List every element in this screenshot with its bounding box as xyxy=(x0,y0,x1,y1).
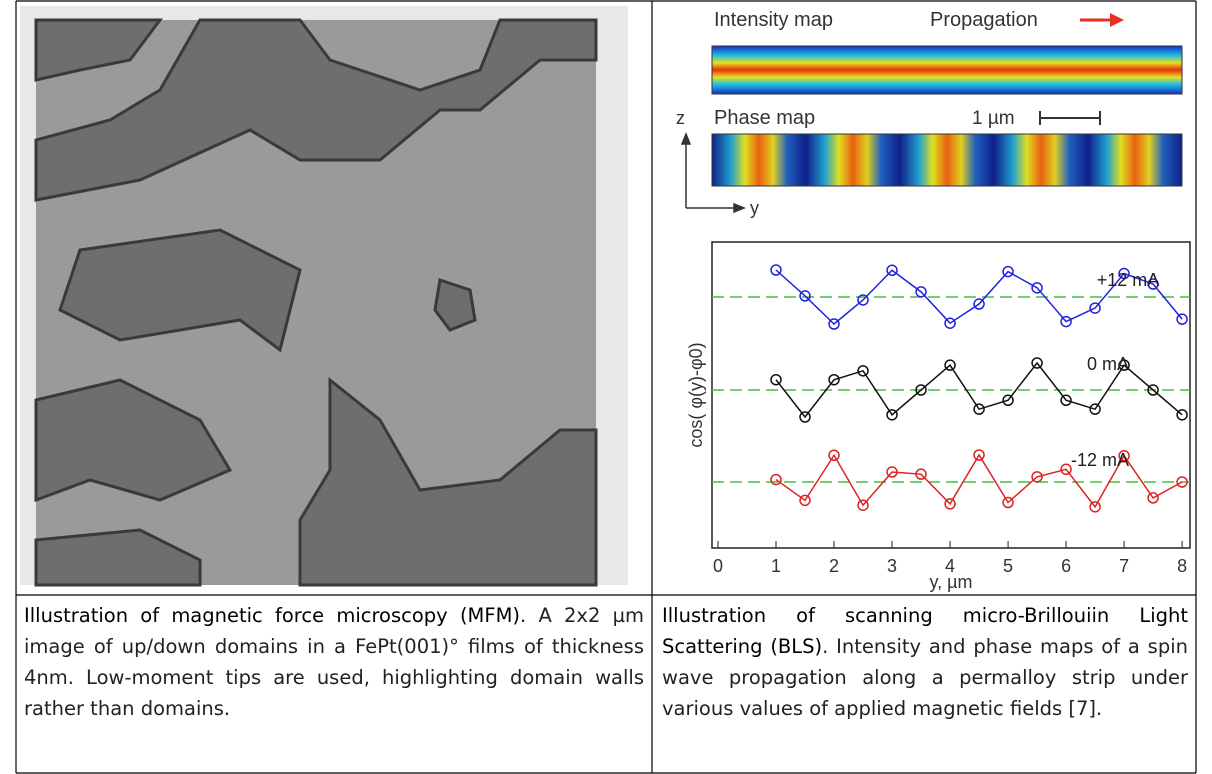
x-tick-label: 3 xyxy=(887,556,897,576)
mfm-image xyxy=(20,6,628,585)
x-tick-label: 4 xyxy=(945,556,955,576)
scale-label: 1 µm xyxy=(972,108,1015,129)
phase-label: Phase map xyxy=(714,107,815,129)
plot-ylabel: cos( φ(y)-φ0) xyxy=(686,342,706,447)
intensity-label: Intensity map xyxy=(714,9,833,31)
left-caption: Illustration of magnetic force microscop… xyxy=(24,600,644,724)
x-tick-label: 6 xyxy=(1061,556,1071,576)
plot: 0 1 2 3 4 5 6 7 8 +12 mA 0 mA -12 mA xyxy=(712,265,1190,576)
intensity-map xyxy=(712,46,1182,94)
z-label: z xyxy=(676,108,685,128)
series-label: 0 mA xyxy=(1087,354,1129,374)
series-label: +12 mA xyxy=(1097,270,1160,290)
propagation-label: Propagation xyxy=(930,9,1038,31)
arrow-head xyxy=(1110,13,1124,27)
x-tick-label: 7 xyxy=(1119,556,1129,576)
scale-bar xyxy=(1040,111,1100,125)
page: Intensity map Propagation z Phase map 1 … xyxy=(0,0,1212,774)
x-tick-label: 0 xyxy=(713,556,723,576)
series-label: -12 mA xyxy=(1071,450,1129,470)
phase-map xyxy=(712,134,1182,186)
caption-title: Illustration of magnetic force microscop… xyxy=(24,604,520,627)
x-tick-label: 8 xyxy=(1177,556,1187,576)
x-tick-label: 1 xyxy=(771,556,781,576)
y-label: y xyxy=(750,198,759,218)
x-tick-label: 5 xyxy=(1003,556,1013,576)
bls-figure: Intensity map Propagation z Phase map 1 … xyxy=(676,9,1190,592)
right-caption: Illustration of scanning micro-Brillouii… xyxy=(662,600,1188,724)
x-tick-label: 2 xyxy=(829,556,839,576)
